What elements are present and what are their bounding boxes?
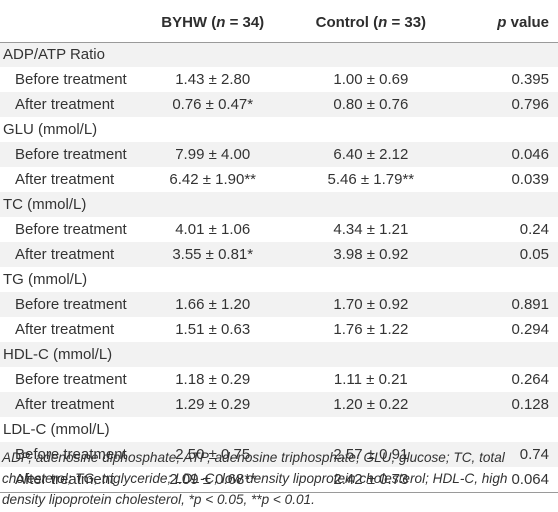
header-byhw: BYHW (n = 34): [132, 4, 294, 43]
group-row: TG (mmol/L): [0, 267, 558, 292]
table-row: Before treatment 1.66 ± 1.20 1.70 ± 0.92…: [0, 292, 558, 317]
table-row: Before treatment 2.50 ± 0.75 2.57 ± 0.91…: [0, 442, 558, 467]
byhw-value: 4.01 ± 1.06: [175, 221, 251, 238]
group-label: GLU (mmol/L): [3, 121, 98, 138]
byhw-value: 3.55 ± 0.81*: [172, 246, 254, 263]
header-p: p: [497, 14, 507, 32]
table-row: Before treatment 1.18 ± 0.29 1.11 ± 0.21…: [0, 367, 558, 392]
header-byhw-prefix: BYHW (: [161, 14, 217, 32]
control-value: 2.57 ± 0.91: [333, 446, 409, 463]
group-row: LDL-C (mmol/L): [0, 417, 558, 442]
p-value: 0.891: [511, 296, 549, 313]
table-row: After treatment 3.55 ± 0.81* 3.98 ± 0.92…: [0, 242, 558, 267]
row-label: After treatment: [15, 171, 115, 188]
row-label: Before treatment: [15, 371, 127, 388]
group-label: LDL-C (mmol/L): [3, 421, 110, 438]
table-row: After treatment 6.42 ± 1.90** 5.46 ± 1.7…: [0, 167, 558, 192]
p-value: 0.395: [511, 71, 549, 88]
row-label: After treatment: [15, 470, 115, 488]
results-table: BYHW (n = 34) Control (n = 33) p value A…: [0, 4, 558, 493]
row-label: After treatment: [15, 321, 115, 338]
p-value: 0.046: [511, 146, 549, 163]
table-footnote: ADP, adenosine diphosphate; ATP, adenosi…: [2, 450, 508, 507]
row-label: Before treatment: [15, 446, 127, 463]
p-value: 0.064: [511, 470, 549, 488]
group-row: TC (mmol/L): [0, 192, 558, 217]
table-header: BYHW (n = 34) Control (n = 33) p value: [0, 4, 558, 43]
control-value: 3.98 ± 0.92: [333, 246, 409, 263]
p-value: 0.294: [511, 321, 549, 338]
p-value: 0.24: [519, 221, 549, 238]
group-label: TG (mmol/L): [3, 271, 88, 288]
p-value: 0.796: [511, 96, 549, 113]
table-row: Before treatment 1.43 ± 2.80 1.00 ± 0.69…: [0, 67, 558, 92]
header-control-n: n: [378, 14, 388, 32]
header-control-prefix: Control (: [315, 14, 379, 32]
group-row: GLU (mmol/L): [0, 117, 558, 142]
row-label: Before treatment: [15, 221, 127, 238]
control-value: 1.00 ± 0.69: [333, 71, 409, 88]
header-control-suffix: = 33): [387, 14, 427, 32]
control-value: 0.80 ± 0.76: [333, 96, 409, 113]
table-row: After treatment 0.76 ± 0.47* 0.80 ± 0.76…: [0, 92, 558, 117]
control-value: 5.46 ± 1.79**: [327, 171, 415, 188]
row-label: After treatment: [15, 246, 115, 263]
control-value: 6.40 ± 2.12: [333, 146, 409, 163]
control-value: 1.76 ± 1.22: [333, 321, 409, 338]
group-label: TC (mmol/L): [3, 196, 87, 213]
p-value: 0.74: [519, 446, 549, 463]
byhw-value: 1.43 ± 2.80: [175, 71, 251, 88]
byhw-value: 1.66 ± 1.20: [175, 296, 251, 313]
table-row: Before treatment 4.01 ± 1.06 4.34 ± 1.21…: [0, 217, 558, 242]
group-row: HDL-C (mmol/L): [0, 342, 558, 367]
control-value: 2.42 ± 0.73: [333, 470, 409, 488]
byhw-value: 6.42 ± 1.90**: [169, 171, 257, 188]
p-value: 0.128: [511, 396, 549, 413]
group-label: HDL-C (mmol/L): [3, 346, 113, 363]
group-label: ADP/ATP Ratio: [3, 46, 105, 64]
byhw-value: 1.29 ± 0.29: [175, 396, 251, 413]
header-control: Control (n = 33): [293, 4, 449, 43]
p-value: 0.05: [519, 246, 549, 263]
table-row: After treatment 2.09 ± 0.68** 2.42 ± 0.7…: [0, 467, 558, 492]
table-row: After treatment 1.51 ± 0.63 1.76 ± 1.22 …: [0, 317, 558, 342]
header-measure: [0, 4, 133, 43]
table-row: After treatment 1.29 ± 0.29 1.20 ± 0.22 …: [0, 392, 558, 417]
header-p-suffix: value: [506, 14, 549, 32]
byhw-value: 1.51 ± 0.63: [175, 321, 251, 338]
control-value: 4.34 ± 1.21: [333, 221, 409, 238]
header-byhw-suffix: = 34): [225, 14, 265, 32]
control-value: 1.70 ± 0.92: [333, 296, 409, 313]
row-label: Before treatment: [15, 146, 127, 163]
row-label: After treatment: [15, 396, 115, 413]
header-byhw-n: n: [216, 14, 226, 32]
byhw-value: 7.99 ± 4.00: [175, 146, 251, 163]
header-p-value: p value: [448, 4, 558, 43]
p-value: 0.264: [511, 371, 549, 388]
row-label: Before treatment: [15, 71, 127, 88]
header-row: BYHW (n = 34) Control (n = 33) p value: [0, 4, 558, 43]
control-value: 1.11 ± 0.21: [333, 371, 408, 388]
row-label: Before treatment: [15, 296, 127, 313]
p-value: 0.039: [511, 171, 549, 188]
row-label: After treatment: [15, 96, 115, 113]
control-value: 1.20 ± 0.22: [333, 396, 409, 413]
byhw-value: 0.76 ± 0.47*: [172, 96, 254, 113]
table-row: Before treatment 7.99 ± 4.00 6.40 ± 2.12…: [0, 142, 558, 167]
byhw-value: 2.09 ± 0.68**: [169, 470, 257, 488]
byhw-value: 1.18 ± 0.29: [175, 371, 251, 388]
byhw-value: 2.50 ± 0.75: [175, 446, 251, 463]
table-body: ADP/ATP Ratio Before treatment 1.43 ± 2.…: [0, 42, 558, 492]
group-row: ADP/ATP Ratio: [0, 42, 558, 67]
